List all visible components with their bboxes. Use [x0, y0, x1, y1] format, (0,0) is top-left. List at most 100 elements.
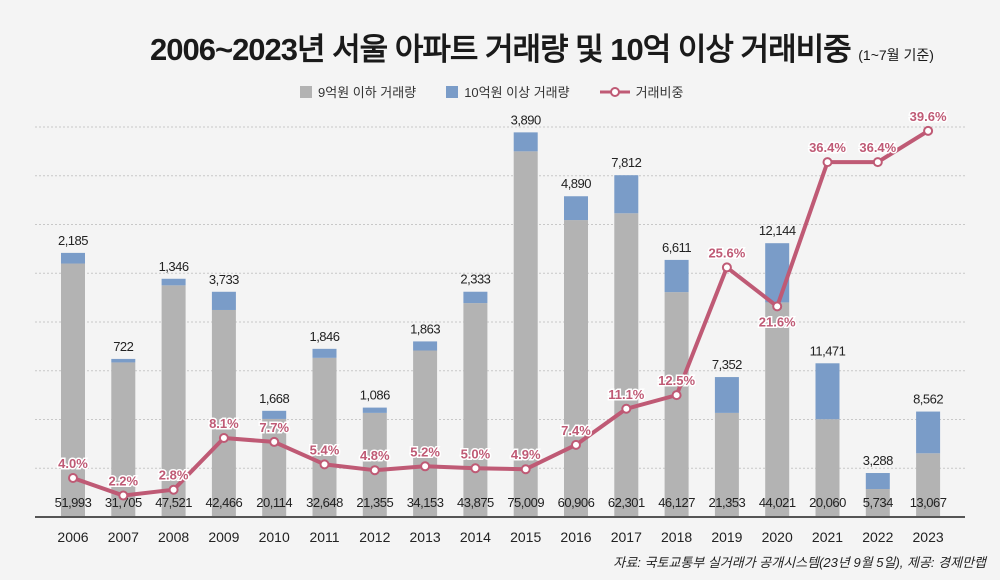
- ratio-label: 4.8%: [360, 448, 390, 463]
- legend-label: 9억원 이하 거래량: [318, 85, 417, 100]
- ratio-label: 39.6%: [910, 109, 947, 124]
- ratio-point: [369, 465, 380, 476]
- x-tick-label: 2016: [560, 529, 591, 545]
- bar-above-10: [111, 358, 136, 363]
- bar-above-10: [765, 243, 790, 303]
- data-label-above: 1,846: [309, 329, 339, 344]
- bar-above-10: [463, 291, 488, 304]
- x-tick-label: 2009: [208, 529, 239, 545]
- bar-above-10: [513, 132, 538, 152]
- data-label-below: 32,648: [306, 495, 343, 510]
- ratio-point: [872, 157, 883, 168]
- ratio-label: 8.1%: [209, 416, 239, 431]
- chart-title: 2006~2023년 서울 아파트 거래량 및 10억 이상 거래비중 (1~7…: [150, 24, 934, 69]
- x-tick-label: 2014: [460, 529, 491, 545]
- data-label-above: 4,890: [561, 176, 591, 191]
- x-tick-label: 2020: [762, 529, 793, 545]
- ratio-label: 5.4%: [310, 442, 340, 457]
- ratio-label: 25.6%: [708, 245, 745, 260]
- bar-below-9: [916, 453, 941, 517]
- x-tick-label: 2023: [913, 529, 944, 545]
- x-tick-label: 2006: [57, 529, 88, 545]
- bar-above-10: [614, 175, 639, 214]
- x-tick-label: 2015: [510, 529, 541, 545]
- bar-below-9: [865, 489, 890, 517]
- ratio-line: [72, 129, 930, 498]
- data-label-above: 3,733: [209, 272, 239, 287]
- ratio-point: [571, 439, 581, 450]
- bar-below-9: [513, 151, 538, 518]
- ratio-point: [420, 461, 431, 472]
- data-label-above: 1,346: [159, 259, 189, 274]
- ratio-label: 7.7%: [259, 420, 289, 435]
- data-label-below: 51,993: [55, 495, 92, 510]
- data-label-below: 21,355: [356, 495, 393, 510]
- data-label-above: 8,562: [913, 392, 943, 407]
- ratio-point: [671, 390, 682, 401]
- data-label-below: 60,906: [558, 495, 595, 510]
- legend-item-above: 10억원 이상 거래량: [446, 82, 570, 101]
- bar-below-9: [211, 309, 236, 517]
- data-label-below: 43,875: [457, 495, 494, 510]
- legend-item-below: 9억원 이하 거래량: [300, 82, 416, 101]
- bar-below-9: [161, 285, 186, 517]
- data-label-below: 44,021: [759, 495, 796, 510]
- data-label-above: 12,144: [759, 223, 796, 238]
- data-label-above: 2,185: [58, 233, 88, 248]
- ratio-point: [721, 262, 732, 273]
- ratio-label: 2.8%: [159, 468, 189, 483]
- bar-below-9: [614, 213, 639, 517]
- data-label-below: 13,067: [910, 495, 947, 510]
- ratio-label: 5.2%: [410, 444, 440, 459]
- ratio-point: [218, 433, 229, 444]
- bar-above-10: [664, 259, 689, 293]
- bar-above-10: [714, 377, 739, 413]
- ratio-point: [269, 436, 280, 447]
- ratio-label: 12.5%: [658, 373, 695, 388]
- data-label-below: 31,705: [105, 495, 142, 510]
- bar-above-10: [262, 410, 287, 419]
- title-note: (1~7월 기준): [858, 47, 934, 63]
- ratio-label: 2.2%: [108, 474, 138, 489]
- x-tick-label: 2019: [711, 529, 742, 545]
- bar-below-9: [312, 357, 337, 517]
- x-tick-label: 2011: [309, 529, 339, 545]
- source-note: 자료: 국토교통부 실거래가 공개시스템(23년 9월 5일), 제공: 경제만…: [613, 555, 986, 570]
- x-tick-label: 2018: [661, 529, 692, 545]
- bar-above-10: [413, 341, 438, 351]
- x-tick-label: 2008: [158, 529, 189, 545]
- legend-label: 10억원 이상 거래량: [464, 85, 570, 100]
- ratio-point: [822, 157, 833, 168]
- bar-above-10: [815, 363, 840, 420]
- ratio-point: [470, 463, 481, 474]
- data-label-below: 62,301: [608, 495, 645, 510]
- x-tick-label: 2007: [108, 529, 139, 545]
- ratio-point: [520, 464, 531, 475]
- x-tick-label: 2013: [410, 529, 441, 545]
- bar-above-10: [916, 411, 941, 454]
- ratio-label: 21.6%: [759, 314, 796, 329]
- bar-below-9: [815, 419, 840, 517]
- data-label-below: 21,353: [709, 495, 746, 510]
- data-label-above: 1,668: [259, 391, 289, 406]
- x-tick-label: 2022: [862, 529, 893, 545]
- ratio-label: 5.0%: [461, 446, 491, 461]
- data-label-above: 7,352: [712, 357, 742, 372]
- legend: 9억원 이하 거래량 10억원 이상 거래량 거래비중: [300, 82, 683, 101]
- bar-above-10: [865, 473, 890, 490]
- data-label-below: 20,060: [809, 495, 846, 510]
- bar-above-10: [564, 196, 588, 221]
- bar-below-9: [765, 302, 790, 517]
- ratio-point: [68, 473, 78, 483]
- ratio-point: [923, 125, 934, 136]
- ratio-label: 7.4%: [561, 423, 591, 438]
- ratio-point: [168, 484, 179, 495]
- data-label-above: 7,812: [611, 155, 641, 170]
- legend-swatch: [446, 85, 459, 98]
- bar-above-10: [161, 278, 186, 286]
- ratio-point: [118, 490, 129, 501]
- ratio-label: 4.9%: [511, 447, 541, 462]
- legend-item-ratio: 거래비중: [599, 82, 683, 101]
- data-label-above: 722: [113, 339, 133, 354]
